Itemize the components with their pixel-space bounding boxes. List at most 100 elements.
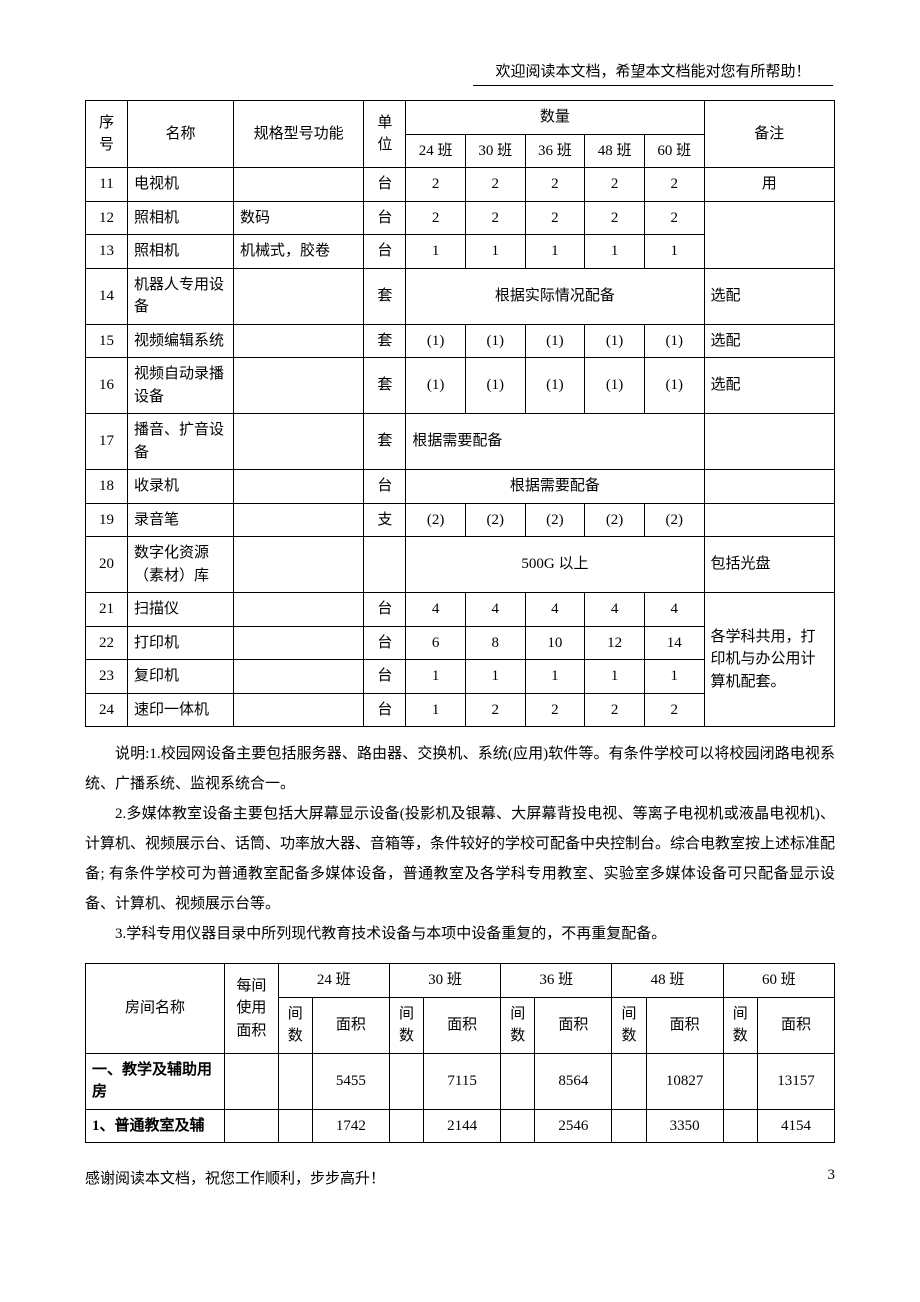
table-cell xyxy=(612,1053,646,1109)
table-cell xyxy=(234,503,364,537)
table-cell: 根据需要配备 xyxy=(406,470,704,504)
table-cell: 包括光盘 xyxy=(704,537,834,593)
page-number: 3 xyxy=(828,1167,836,1188)
table-cell xyxy=(612,1109,646,1143)
table-cell: 1 xyxy=(644,660,704,694)
col-36: 36 班 xyxy=(525,134,585,168)
col-count: 间数 xyxy=(389,997,423,1053)
table-row: 16视频自动录播设备套(1)(1)(1)(1)(1)选配 xyxy=(86,358,835,414)
table-cell: 台 xyxy=(364,626,406,660)
col-c36: 36 班 xyxy=(501,964,612,998)
table-cell: 4 xyxy=(644,593,704,627)
table-row: 1、普通教室及辅17422144254633504154 xyxy=(86,1109,835,1143)
col-area: 面积 xyxy=(646,997,723,1053)
col-48: 48 班 xyxy=(585,134,645,168)
table-cell: 2 xyxy=(644,693,704,727)
table-cell: 速印一体机 xyxy=(127,693,233,727)
table-cell xyxy=(234,537,364,593)
table-cell: 14 xyxy=(86,268,128,324)
table-cell xyxy=(723,1109,757,1143)
table-row: 14机器人专用设备套根据实际情况配备选配 xyxy=(86,268,835,324)
table-cell: 2 xyxy=(465,693,525,727)
table-cell: 2 xyxy=(644,201,704,235)
table-cell: 4154 xyxy=(757,1109,834,1143)
col-unit: 单位 xyxy=(364,101,406,168)
table-cell: 台 xyxy=(364,470,406,504)
col-count: 间数 xyxy=(723,997,757,1053)
table-cell xyxy=(278,1053,312,1109)
table-cell: (1) xyxy=(406,324,466,358)
col-c48: 48 班 xyxy=(612,964,723,998)
table-cell: (2) xyxy=(585,503,645,537)
table-row: 17播音、扩音设备套根据需要配备 xyxy=(86,414,835,470)
table-row: 11电视机台22222用 xyxy=(86,168,835,202)
table-cell: 5455 xyxy=(312,1053,389,1109)
table-cell: 14 xyxy=(644,626,704,660)
note-2: 2.多媒体教室设备主要包括大屏幕显示设备(投影机及银幕、大屏幕背投电视、等离子电… xyxy=(85,799,835,919)
table-cell: 选配 xyxy=(704,324,834,358)
table-cell: 打印机 xyxy=(127,626,233,660)
table-cell xyxy=(704,503,834,537)
table-cell: 8564 xyxy=(535,1053,612,1109)
table-cell: (2) xyxy=(406,503,466,537)
table-cell: 视频编辑系统 xyxy=(127,324,233,358)
table-cell: 支 xyxy=(364,503,406,537)
table-cell: 套 xyxy=(364,414,406,470)
table-cell: 台 xyxy=(364,593,406,627)
table-cell: 1 xyxy=(525,660,585,694)
table-cell: 1 xyxy=(406,660,466,694)
table-cell: (2) xyxy=(644,503,704,537)
col-remark: 备注 xyxy=(704,101,834,168)
table-cell: 20 xyxy=(86,537,128,593)
table-cell: 2 xyxy=(585,168,645,202)
table-cell: 2 xyxy=(465,168,525,202)
table-cell: 1 xyxy=(465,235,525,269)
table-cell: 视频自动录播设备 xyxy=(127,358,233,414)
row-name: 1、普通教室及辅 xyxy=(86,1109,225,1143)
table-cell: 套 xyxy=(364,268,406,324)
table-cell: 1 xyxy=(525,235,585,269)
table-cell: 台 xyxy=(364,693,406,727)
table-cell xyxy=(234,660,364,694)
table-cell: 套 xyxy=(364,324,406,358)
table-cell: 500G 以上 xyxy=(406,537,704,593)
table-cell: 3350 xyxy=(646,1109,723,1143)
table-cell: 10 xyxy=(525,626,585,660)
table-cell: 16 xyxy=(86,358,128,414)
col-c30: 30 班 xyxy=(389,964,500,998)
col-area: 面积 xyxy=(424,997,501,1053)
table-cell: 套 xyxy=(364,358,406,414)
room-table: 房间名称 每间使用面积 24 班 30 班 36 班 48 班 60 班 间数面… xyxy=(85,963,835,1143)
table-cell: 1 xyxy=(585,660,645,694)
table-row: 12照相机数码台22222 xyxy=(86,201,835,235)
table-cell: (1) xyxy=(585,324,645,358)
doc-header: 欢迎阅读本文档，希望本文档能对您有所帮助！ xyxy=(473,60,833,86)
col-area: 面积 xyxy=(312,997,389,1053)
table-cell: 复印机 xyxy=(127,660,233,694)
table-cell: 13 xyxy=(86,235,128,269)
table-cell xyxy=(234,168,364,202)
table-cell: 2 xyxy=(406,168,466,202)
table-cell: 6 xyxy=(406,626,466,660)
table-cell: 12 xyxy=(86,201,128,235)
table-cell xyxy=(234,693,364,727)
col-area-each: 每间使用面积 xyxy=(225,964,279,1054)
table-cell: 13157 xyxy=(757,1053,834,1109)
table-cell: (1) xyxy=(465,358,525,414)
table-cell: 根据实际情况配备 xyxy=(406,268,704,324)
room-table-head: 房间名称 每间使用面积 24 班 30 班 36 班 48 班 60 班 间数面… xyxy=(86,964,835,1054)
table-cell: 17 xyxy=(86,414,128,470)
table-cell: 扫描仪 xyxy=(127,593,233,627)
table-cell xyxy=(389,1109,423,1143)
table-cell: 1 xyxy=(406,235,466,269)
table-cell: 7115 xyxy=(424,1053,501,1109)
table-row: 15视频编辑系统套(1)(1)(1)(1)(1)选配 xyxy=(86,324,835,358)
table-cell: 2144 xyxy=(424,1109,501,1143)
table-row: 19录音笔支(2)(2)(2)(2)(2) xyxy=(86,503,835,537)
table-cell: (1) xyxy=(525,324,585,358)
col-count: 间数 xyxy=(501,997,535,1053)
col-spec: 规格型号功能 xyxy=(234,101,364,168)
table-cell xyxy=(389,1053,423,1109)
table-cell: 台 xyxy=(364,235,406,269)
table-cell: 11 xyxy=(86,168,128,202)
